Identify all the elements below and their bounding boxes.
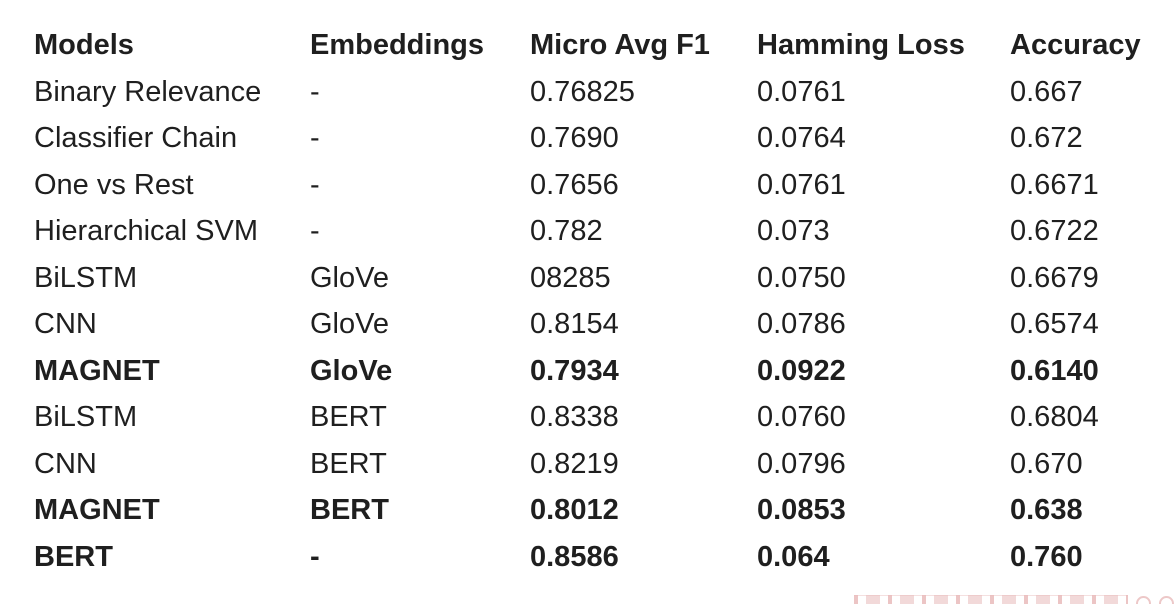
- watermark-ring-icon: [1136, 596, 1151, 604]
- cell-micro-f1: 0.8154: [530, 308, 619, 340]
- cell-embedding: -: [310, 540, 320, 573]
- table-row: One vs Rest - 0.7656 0.0761 0.6671: [34, 162, 1174, 209]
- cell-hamming: 0.0796: [757, 447, 846, 480]
- cell-hamming: 0.0760: [757, 401, 846, 433]
- cell-micro-f1: 0.7690: [530, 122, 619, 154]
- cell-accuracy: 0.760: [1010, 540, 1083, 573]
- cell-hamming: 0.0761: [757, 168, 846, 201]
- cell-micro-f1: 0.7934: [530, 354, 619, 387]
- cell-accuracy: 0.6722: [1010, 215, 1099, 247]
- cell-hamming: 0.073: [757, 215, 830, 247]
- column-header-models: Models: [34, 29, 134, 61]
- cell-model: Hierarchical SVM: [34, 215, 258, 247]
- table-row-highlight-bert: BERT - 0.8586 0.064 0.760: [34, 534, 1174, 581]
- cell-accuracy: 0.667: [1010, 75, 1083, 108]
- cell-micro-f1: 0.8586: [530, 540, 619, 573]
- cell-embedding: GloVe: [310, 354, 393, 387]
- cell-micro-f1: 0.782: [530, 215, 603, 247]
- cell-model: CNN: [34, 308, 97, 340]
- table-body: Binary Relevance - 0.76825 0.0761 0.667 …: [34, 69, 1174, 581]
- cell-accuracy: 0.6804: [1010, 401, 1099, 433]
- cell-accuracy: 0.6679: [1010, 261, 1099, 294]
- cell-model: CNN: [34, 447, 97, 480]
- cell-embedding: -: [310, 122, 320, 154]
- table-row: Hierarchical SVM - 0.782 0.073 0.6722: [34, 208, 1174, 255]
- cell-accuracy: 0.670: [1010, 447, 1083, 480]
- table-row: BiLSTM BERT 0.8338 0.0760 0.6804: [34, 394, 1174, 441]
- cell-accuracy: 0.6140: [1010, 354, 1099, 387]
- column-header-embeddings: Embeddings: [310, 29, 485, 61]
- table-row-highlight-magnet-bert: MAGNET BERT 0.8012 0.0853 0.638: [34, 487, 1174, 534]
- cell-embedding: -: [310, 75, 320, 108]
- table-row: CNN BERT 0.8219 0.0796 0.670: [34, 441, 1174, 488]
- table-row: BiLSTM GloVe 08285 0.0750 0.6679: [34, 255, 1174, 302]
- cell-model: BiLSTM: [34, 261, 138, 294]
- cell-micro-f1: 0.8338: [530, 401, 619, 433]
- watermark-ring-icon: [1159, 596, 1174, 604]
- cell-hamming: 0.0922: [757, 354, 846, 387]
- column-header-micro-avg-f1: Micro Avg F1: [530, 29, 710, 61]
- cell-accuracy: 0.638: [1010, 494, 1083, 526]
- column-header-accuracy: Accuracy: [1010, 29, 1141, 61]
- cell-embedding: BERT: [310, 401, 387, 433]
- column-header-hamming-loss: Hamming Loss: [757, 29, 965, 61]
- cell-embedding: -: [310, 168, 320, 201]
- cell-embedding: BERT: [310, 494, 389, 526]
- table-row: Classifier Chain - 0.7690 0.0764 0.672: [34, 115, 1174, 162]
- cell-hamming: 0.0750: [757, 261, 846, 294]
- cell-model: One vs Rest: [34, 168, 194, 201]
- table-row-highlight-magnet-glove: MAGNET GloVe 0.7934 0.0922 0.6140: [34, 348, 1174, 395]
- cell-accuracy: 0.672: [1010, 122, 1083, 154]
- cell-model: MAGNET: [34, 354, 160, 387]
- cell-micro-f1: 08285: [530, 261, 611, 294]
- cell-embedding: GloVe: [310, 261, 389, 294]
- cell-embedding: -: [310, 215, 320, 247]
- table-row: Binary Relevance - 0.76825 0.0761 0.667: [34, 69, 1174, 116]
- table-header: Models Embeddings Micro Avg F1 Hamming L…: [34, 22, 1174, 69]
- cell-hamming: 0.0853: [757, 494, 846, 526]
- cell-hamming: 0.0764: [757, 122, 846, 154]
- header-row: Models Embeddings Micro Avg F1 Hamming L…: [34, 22, 1174, 69]
- cell-hamming: 0.0761: [757, 75, 846, 108]
- cell-accuracy: 0.6574: [1010, 308, 1099, 340]
- cell-micro-f1: 0.8012: [530, 494, 619, 526]
- watermark: [854, 595, 1174, 604]
- cell-micro-f1: 0.8219: [530, 447, 619, 480]
- cell-model: MAGNET: [34, 494, 160, 526]
- cell-hamming: 0.0786: [757, 308, 846, 340]
- cell-hamming: 0.064: [757, 540, 830, 573]
- cell-embedding: BERT: [310, 447, 387, 480]
- cell-model: BERT: [34, 540, 113, 573]
- watermark-glyphs-icon: [854, 595, 1128, 604]
- results-table: Models Embeddings Micro Avg F1 Hamming L…: [34, 22, 1174, 580]
- cell-model: Binary Relevance: [34, 75, 262, 108]
- cell-model: Classifier Chain: [34, 122, 238, 154]
- cell-micro-f1: 0.76825: [530, 75, 635, 108]
- table-row: CNN GloVe 0.8154 0.0786 0.6574: [34, 301, 1174, 348]
- cell-model: BiLSTM: [34, 401, 138, 433]
- cell-micro-f1: 0.7656: [530, 168, 619, 201]
- cell-embedding: GloVe: [310, 308, 389, 340]
- cell-accuracy: 0.6671: [1010, 168, 1099, 201]
